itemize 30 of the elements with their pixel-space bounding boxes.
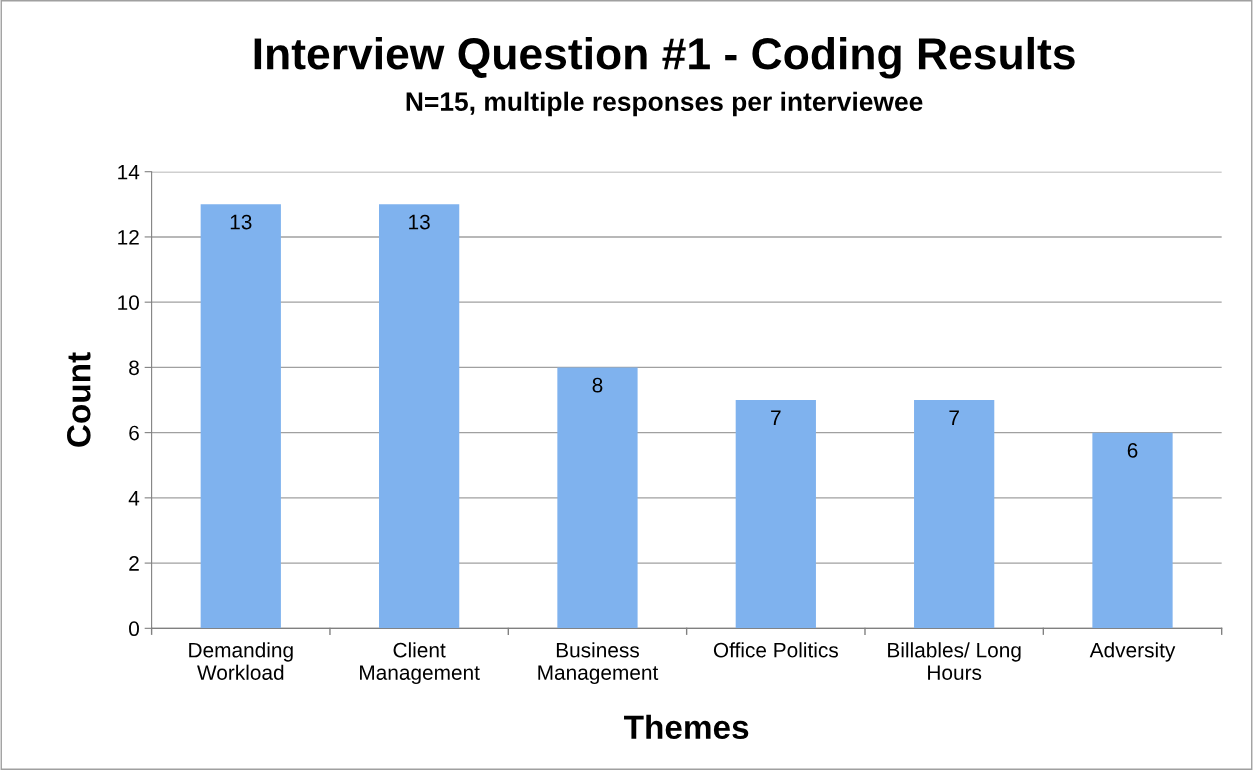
x-axis-title: Themes [624, 714, 749, 740]
y-tick-label: 14 [118, 164, 140, 180]
y-tick-label: 6 [129, 425, 139, 441]
data-label: 8 [592, 377, 603, 393]
data-label: 13 [230, 214, 252, 230]
bar [1092, 432, 1173, 629]
data-label: 7 [949, 410, 959, 425]
x-tick-label: Office Politics [713, 642, 838, 658]
bar [914, 400, 995, 629]
x-tick-label: Demanding Workload [189, 642, 293, 680]
chart-title: Interview Question #1 - Coding Results [254, 36, 1075, 79]
y-tick-label: 12 [118, 229, 139, 245]
chart-subtitle: N=15, multiple responses per interviewee [406, 91, 923, 117]
x-tick-label: Billables/ Long Hours [888, 642, 1021, 680]
y-tick-label: 10 [118, 295, 139, 310]
y-tick-label: 4 [128, 491, 140, 506]
y-tick-label: 8 [129, 360, 139, 376]
x-tick-label: Adversity [1089, 642, 1176, 662]
y-tick-label: 2 [129, 556, 139, 571]
x-tick-label: Client Management [360, 642, 480, 685]
bar [200, 204, 281, 629]
data-label: 7 [771, 410, 781, 425]
data-label: 6 [1127, 442, 1138, 458]
bar [557, 367, 638, 629]
data-label: 13 [409, 214, 430, 230]
y-tick-label: 0 [129, 621, 139, 637]
x-tick-label: Business Management [538, 642, 659, 685]
bar [735, 400, 816, 629]
bar [379, 204, 460, 629]
y-axis-title: Count [67, 352, 91, 447]
